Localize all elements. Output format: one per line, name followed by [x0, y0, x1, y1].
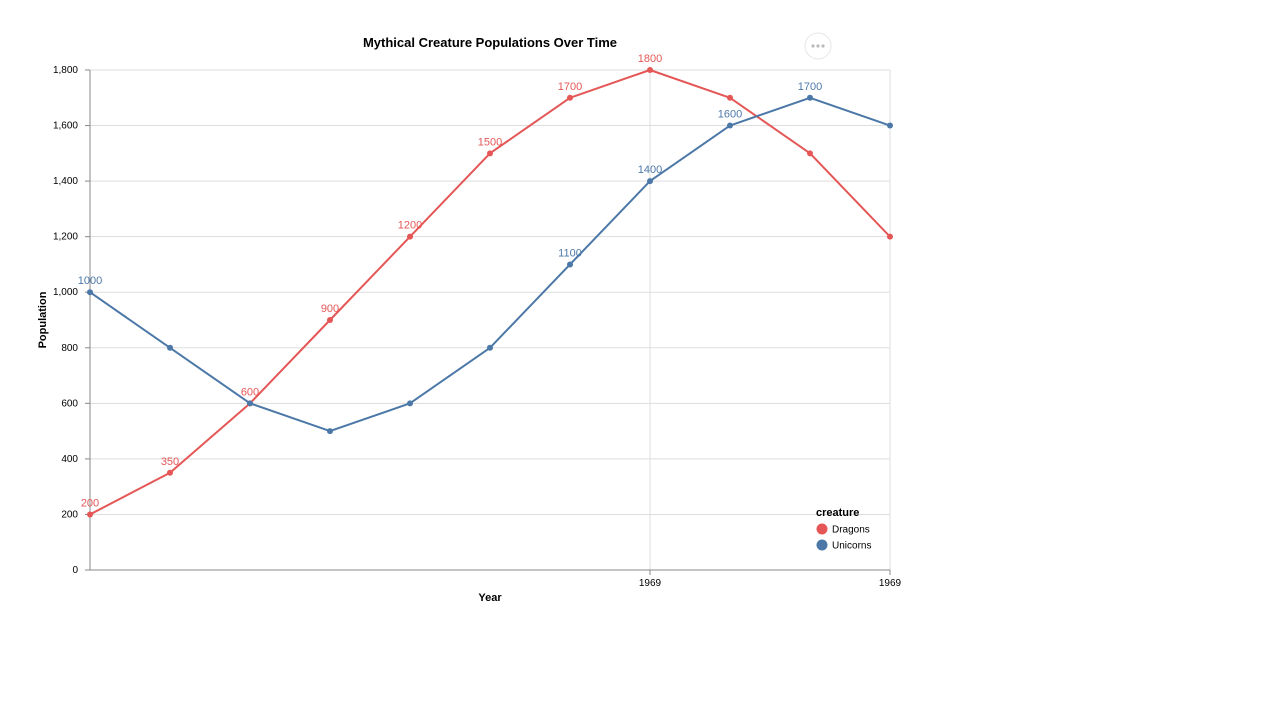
- y-tick-label: 800: [61, 343, 78, 354]
- legend-title: creature: [816, 507, 859, 519]
- data-label-unicorns: 1100: [558, 247, 582, 259]
- data-label-dragons: 1700: [558, 81, 582, 93]
- data-point-unicorns[interactable]: [327, 428, 333, 435]
- data-label-unicorns: 1700: [798, 81, 822, 93]
- y-tick-label: 1,000: [53, 287, 78, 298]
- data-label-dragons: 1800: [638, 53, 662, 65]
- data-point-unicorns[interactable]: [167, 344, 173, 351]
- y-tick-label: 1,200: [53, 232, 78, 243]
- data-label-unicorns: 1400: [638, 164, 662, 176]
- data-point-unicorns[interactable]: [887, 122, 893, 129]
- y-axis-title: Population: [37, 291, 49, 348]
- y-tick-label: 400: [61, 454, 78, 465]
- data-point-unicorns[interactable]: [727, 122, 733, 129]
- axes: 0 200 400 600 800 1,000 1,200 1,400 1,600 1,800 19…: [53, 65, 902, 589]
- data-point-dragons[interactable]: [167, 469, 173, 476]
- chart-title: Mythical Creature Populations Over Time: [363, 35, 617, 50]
- series: [87, 67, 893, 518]
- data-point-unicorns[interactable]: [487, 344, 493, 351]
- legend-swatch-unicorns: [816, 539, 828, 551]
- x-axis-title: Year: [478, 592, 502, 604]
- data-label-dragons: 200: [81, 497, 99, 509]
- data-label-dragons: 350: [161, 456, 179, 468]
- data-point-dragons[interactable]: [807, 150, 813, 157]
- legend-swatch-dragons: [816, 523, 828, 535]
- data-labels: 200 350 600 900 1200 1500 1700 1800 1000 1100 1400…: [78, 53, 822, 509]
- legend-label-dragons: Dragons: [832, 525, 870, 536]
- chart-menu-button[interactable]: [804, 32, 832, 60]
- x-tick-label: 1969: [639, 578, 662, 589]
- data-point-dragons[interactable]: [567, 94, 573, 101]
- data-point-dragons[interactable]: [727, 94, 733, 101]
- data-label-unicorns: 1600: [718, 109, 742, 121]
- data-point-unicorns[interactable]: [407, 400, 413, 407]
- data-point-dragons[interactable]: [87, 511, 93, 518]
- data-point-unicorns[interactable]: [567, 261, 573, 268]
- data-label-dragons: 1500: [478, 136, 502, 148]
- data-point-unicorns[interactable]: [87, 289, 93, 296]
- data-label-unicorns: 1000: [78, 275, 102, 287]
- data-point-unicorns[interactable]: [247, 400, 253, 407]
- legend-label-unicorns: Unicorns: [832, 541, 871, 552]
- data-label-dragons: 1200: [398, 220, 422, 232]
- y-tick-label: 200: [61, 509, 78, 520]
- data-label-dragons: 900: [321, 303, 339, 315]
- legend-item-dragons[interactable]: Dragons: [816, 523, 870, 536]
- y-tick-label: 1,400: [53, 176, 78, 187]
- data-point-dragons[interactable]: [487, 150, 493, 157]
- data-label-dragons: 600: [241, 386, 259, 398]
- legend: creature Dragons Unicorns: [816, 507, 871, 552]
- y-tick-label: 600: [61, 398, 78, 409]
- more-horizontal-icon: [811, 44, 825, 48]
- data-point-unicorns[interactable]: [647, 178, 653, 185]
- data-point-dragons[interactable]: [647, 67, 653, 73]
- legend-item-unicorns[interactable]: Unicorns: [816, 539, 872, 552]
- data-point-dragons[interactable]: [407, 233, 413, 240]
- y-tick-label: 1,800: [53, 65, 78, 76]
- y-tick-label: 1,600: [53, 121, 78, 132]
- y-tick-label: 0: [72, 565, 78, 576]
- data-point-unicorns[interactable]: [807, 94, 813, 101]
- x-tick-label: 1969: [879, 578, 902, 589]
- data-point-dragons[interactable]: [327, 317, 333, 323]
- data-point-dragons[interactable]: [887, 233, 893, 240]
